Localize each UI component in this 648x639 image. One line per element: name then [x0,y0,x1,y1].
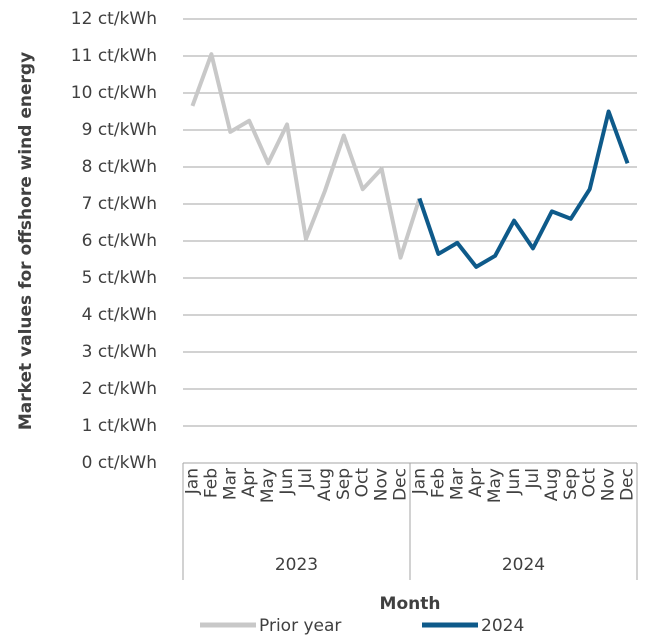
x-tick-label: Jun [504,468,524,496]
x-tick-label: Oct [353,468,373,498]
x-tick-label: Jan [409,468,429,495]
x-tick-label: Oct [580,468,600,498]
x-tick-label: Sep [561,468,581,500]
x-tick-label: Dec [391,468,411,501]
y-tick-label: 12 ct/kWh [71,9,157,29]
y-tick-label: 0 ct/kWh [82,453,157,473]
y-axis-title: Market values for offshore wind energy [16,52,36,430]
y-tick-label: 4 ct/kWh [82,305,157,325]
x-tick-label: Mar [220,468,240,500]
group-label: 2023 [275,555,318,575]
x-tick-label: Jan [182,468,202,495]
y-tick-label: 7 ct/kWh [82,194,157,214]
x-tick-label: Jul [523,468,543,490]
x-tick-label: Aug [315,468,335,501]
y-tick-label: 8 ct/kWh [82,157,157,177]
series-line [417,109,630,269]
y-tick-label: 9 ct/kWh [82,120,157,140]
x-tick-label: Mar [447,468,467,500]
x-tick-label: Jul [296,468,316,490]
series-line [190,52,422,260]
y-tick-label: 10 ct/kWh [71,83,157,103]
legend-label: 2024 [481,616,524,636]
x-tick-label: Apr [239,468,259,497]
y-tick-label: 1 ct/kWh [82,416,157,436]
y-tick-label: 6 ct/kWh [82,231,157,251]
x-tick-label: Sep [334,468,354,500]
y-tick-label: 5 ct/kWh [82,268,157,288]
x-tick-label: Apr [466,468,486,497]
x-tick-label: May [258,468,278,503]
x-axis-title: Month [380,594,441,614]
x-tick-label: Jun [277,468,297,496]
x-tick-label: Aug [542,468,562,501]
x-tick-label: May [485,468,505,503]
x-tick-label: Feb [201,468,221,498]
group-label: 2024 [502,555,545,575]
y-tick-label: 11 ct/kWh [71,46,157,66]
y-tick-label: 2 ct/kWh [82,379,157,399]
legend-label: Prior year [259,616,341,636]
x-tick-label: Dec [618,468,638,501]
y-tick-label: 3 ct/kWh [82,342,157,362]
x-tick-label: Nov [599,468,619,501]
x-tick-label: Feb [428,468,448,498]
x-tick-label: Nov [372,468,392,501]
